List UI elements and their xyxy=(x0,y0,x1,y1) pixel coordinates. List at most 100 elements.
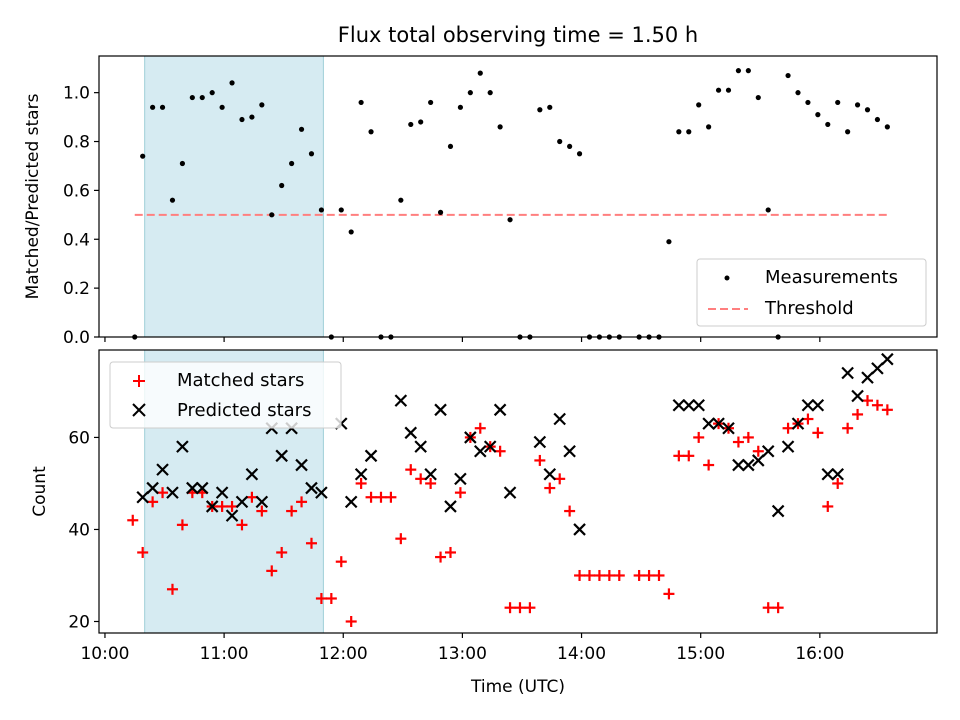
measurement-point-6 xyxy=(189,94,195,101)
measurement-point-41 xyxy=(537,107,543,113)
measurement-point-54 xyxy=(676,129,682,135)
measurement-point-61 xyxy=(745,68,751,74)
measurement-point-67 xyxy=(805,99,811,106)
x-tick-label-3: 13:00 xyxy=(438,644,487,664)
bottom-y-tick-label-2: 60 xyxy=(68,428,90,448)
measurement-point-16 xyxy=(289,160,295,167)
bottom-legend: Matched stars Predicted stars xyxy=(109,361,342,429)
matched-point-29 xyxy=(415,473,427,485)
measurement-point-57 xyxy=(706,124,712,130)
measurement-point-35 xyxy=(477,70,483,76)
matched-point-37 xyxy=(494,445,506,457)
matched-point-40 xyxy=(524,602,536,614)
predicted-point-49 xyxy=(761,444,775,458)
measurement-point-5 xyxy=(179,160,186,167)
predicted-point-32 xyxy=(483,440,497,453)
predicted-point-59 xyxy=(861,371,874,384)
predicted-point-29 xyxy=(454,472,467,486)
matched-point-53 xyxy=(663,588,675,600)
matched-point-4 xyxy=(166,583,178,595)
matched-point-2 xyxy=(147,496,159,508)
x-tick-label-2: 12:00 xyxy=(319,644,368,664)
matched-point-65 xyxy=(782,422,794,434)
matched-point-9 xyxy=(216,500,228,512)
measurement-point-22 xyxy=(348,229,354,235)
matched-point-22 xyxy=(345,615,357,627)
measurement-point-12 xyxy=(249,114,255,120)
measurement-point-68 xyxy=(815,112,821,118)
predicted-point-40 xyxy=(672,398,686,412)
matched-point-32 xyxy=(444,546,456,558)
predicted-point-31 xyxy=(473,444,487,458)
matched-point-46 xyxy=(583,569,595,581)
legend-measurements-label: Measurements xyxy=(765,267,898,288)
predicted-point-5 xyxy=(186,481,199,495)
top-panel: 0.0 0.2 0.4 0.6 0.8 1.0 Matched/Predicted sta… xyxy=(23,55,938,348)
predicted-point-10 xyxy=(235,495,249,509)
predicted-point-57 xyxy=(841,366,854,380)
measurement-point-17 xyxy=(298,126,305,132)
predicted-point-14 xyxy=(275,449,288,463)
predicted-point-20 xyxy=(344,495,358,509)
legend-matched-label: Matched stars xyxy=(177,370,304,391)
predicted-point-47 xyxy=(742,458,755,472)
measurement-point-72 xyxy=(854,102,861,108)
predicted-point-34 xyxy=(503,486,517,499)
predicted-point-61 xyxy=(881,352,894,366)
predicted-point-12 xyxy=(255,495,269,509)
matched-point-74 xyxy=(871,399,883,411)
chart-title: Flux total observing time = 1.50 h xyxy=(338,23,698,47)
matched-point-24 xyxy=(365,491,377,503)
matched-point-69 xyxy=(822,500,834,512)
measurement-point-9 xyxy=(219,104,225,110)
matched-point-33 xyxy=(454,487,466,499)
predicted-point-50 xyxy=(771,504,785,518)
predicted-point-48 xyxy=(752,454,765,467)
bottom-legend-box xyxy=(109,361,342,429)
matched-point-31 xyxy=(435,551,447,563)
matched-point-21 xyxy=(335,556,347,568)
matched-point-70 xyxy=(832,477,844,489)
predicted-point-60 xyxy=(871,362,884,375)
top-axes-frame xyxy=(98,55,938,338)
measurement-point-55 xyxy=(686,129,692,135)
matched-point-63 xyxy=(762,602,774,614)
predicted-point-52 xyxy=(791,417,805,430)
matched-point-14 xyxy=(266,565,278,577)
matched-point-54 xyxy=(673,450,685,462)
legend-predicted-label: Predicted stars xyxy=(177,400,311,421)
predicted-point-8 xyxy=(215,486,229,499)
matched-point-27 xyxy=(395,533,407,545)
measurement-point-43 xyxy=(557,138,563,145)
measurement-point-74 xyxy=(874,116,881,123)
predicted-point-51 xyxy=(781,440,795,453)
predicted-point-1 xyxy=(146,481,159,495)
measurement-point-4 xyxy=(169,197,176,203)
legend-measurements-marker xyxy=(724,275,730,281)
measurement-point-58 xyxy=(715,87,722,93)
x-tick-label-6: 16:00 xyxy=(795,644,844,664)
matched-point-41 xyxy=(534,454,546,466)
matched-point-10 xyxy=(226,500,238,512)
measurement-point-21 xyxy=(338,207,344,213)
predicted-point-11 xyxy=(245,467,259,481)
measurement-point-3 xyxy=(159,104,166,110)
measurement-point-8 xyxy=(209,90,215,96)
bottom-y-tick-label-1: 40 xyxy=(68,520,90,540)
predicted-point-43 xyxy=(702,417,715,430)
matched-point-56 xyxy=(693,431,705,443)
predicted-point-16 xyxy=(295,458,308,472)
predicted-point-25 xyxy=(414,440,427,453)
predicted-point-35 xyxy=(533,435,547,449)
matched-point-48 xyxy=(603,569,615,581)
predicted-point-9 xyxy=(225,509,239,522)
predicted-point-28 xyxy=(444,500,457,513)
x-axis-ticks: 10:00 11:00 12:00 13:00 14:00 15:00 16:00 xyxy=(80,633,844,664)
matched-point-30 xyxy=(425,477,437,489)
predicted-point-37 xyxy=(553,412,566,426)
bottom-axes-frame xyxy=(98,349,938,634)
top-y-tick-label-3: 0.6 xyxy=(63,181,90,201)
top-y-tick-label-4: 0.8 xyxy=(63,133,90,153)
matched-point-43 xyxy=(554,473,566,485)
